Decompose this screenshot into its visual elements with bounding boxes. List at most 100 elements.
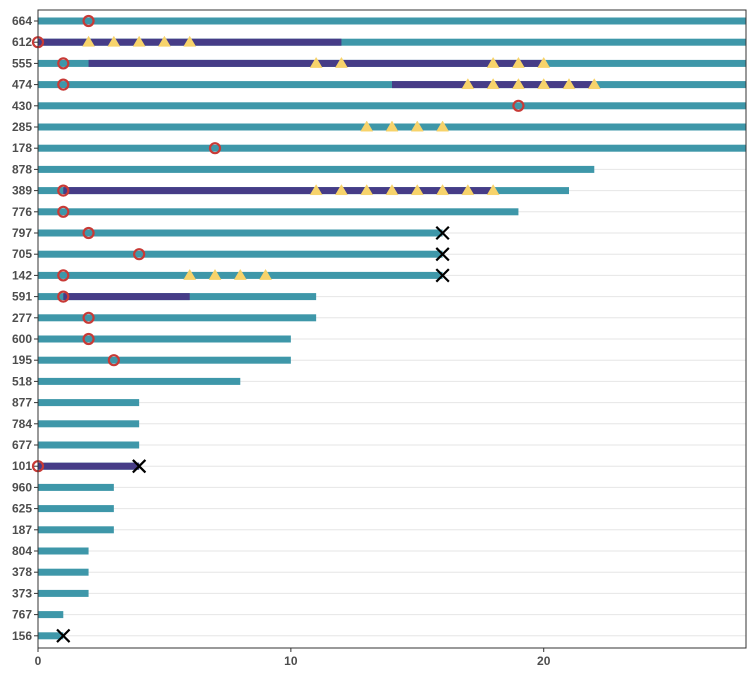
triangle-marker-474-0 (461, 78, 475, 90)
bar-373 (38, 589, 89, 597)
triangle-marker-142-1 (208, 268, 222, 280)
overlay-591 (63, 293, 190, 301)
triangle-marker-612-1 (107, 35, 121, 47)
circle-marker-277 (82, 311, 95, 324)
triangle-marker-285-2 (410, 120, 424, 132)
bar-612 (38, 38, 746, 46)
circle-marker-142 (57, 269, 70, 282)
y-tick-label-178: 178 (12, 141, 32, 155)
bar-797 (38, 229, 443, 237)
circle-marker-474 (57, 78, 70, 91)
duration-bars (38, 17, 746, 640)
circle-marker-664 (82, 14, 95, 28)
bar-430 (38, 102, 746, 110)
triangle-marker-555-4 (537, 56, 551, 68)
y-tick-label-767: 767 (12, 608, 32, 622)
triangle-marker-389-2 (360, 184, 374, 196)
cross-marker-705 (435, 247, 450, 262)
y-tick-label-600: 600 (12, 332, 32, 346)
x-tick-labels: 0 10 20 (35, 648, 551, 668)
bar-877 (38, 399, 140, 407)
circle-marker-195 (107, 354, 120, 367)
bar-156 (38, 632, 64, 640)
y-tick-label-804: 804 (12, 544, 32, 558)
triangle-marker-474-5 (587, 78, 601, 90)
y-tick-label-285: 285 (12, 120, 32, 134)
event-markers (31, 14, 601, 643)
triangle-marker-474-4 (562, 78, 576, 90)
triangle-marker-389-4 (410, 184, 424, 196)
bar-600 (38, 335, 291, 343)
triangle-marker-612-0 (82, 35, 96, 47)
y-tick-label-612: 612 (12, 35, 32, 49)
bar-878 (38, 165, 595, 173)
y-tick-label-877: 877 (12, 396, 32, 410)
bar-277 (38, 314, 317, 322)
bar-195 (38, 356, 291, 364)
triangle-marker-142-3 (259, 268, 273, 280)
triangle-marker-389-3 (385, 184, 399, 196)
triangle-marker-389-6 (461, 184, 475, 196)
triangle-marker-612-3 (157, 35, 171, 47)
triangle-marker-555-0 (309, 56, 323, 68)
triangle-marker-389-7 (486, 184, 500, 196)
bar-677 (38, 441, 140, 449)
circle-marker-555 (57, 57, 70, 70)
bar-784 (38, 420, 140, 428)
circle-marker-600 (82, 332, 95, 346)
plot-frame (37, 9, 747, 649)
y-tick-label-797: 797 (12, 226, 32, 240)
overlay-101 (38, 462, 140, 470)
circle-marker-430 (512, 99, 525, 112)
y-tick-label-195: 195 (12, 353, 32, 367)
triangle-marker-285-1 (385, 120, 399, 132)
y-tick-label-878: 878 (12, 162, 32, 176)
triangle-marker-555-3 (511, 56, 525, 68)
triangle-marker-612-4 (183, 35, 197, 47)
y-tick-label-776: 776 (12, 205, 32, 219)
bar-664 (38, 17, 746, 25)
bar-187 (38, 526, 114, 534)
triangle-marker-142-0 (183, 268, 197, 280)
cross-marker-156 (56, 628, 71, 643)
triangle-marker-389-0 (309, 184, 323, 196)
bar-518 (38, 377, 241, 385)
y-tick-label-430: 430 (12, 99, 32, 113)
y-tick-label-156: 156 (12, 629, 32, 643)
triangle-marker-389-1 (334, 184, 348, 196)
grid-lines (38, 20, 746, 637)
y-tick-label-101: 101 (12, 459, 32, 473)
circle-marker-797 (82, 226, 95, 240)
cross-marker-142 (435, 268, 450, 283)
triangle-marker-142-2 (233, 268, 247, 280)
bar-378 (38, 568, 89, 576)
circle-marker-705 (133, 248, 146, 261)
y-tick-label-142: 142 (12, 268, 32, 282)
triangle-marker-474-2 (511, 78, 525, 90)
circle-marker-178 (208, 142, 222, 155)
y-tick-label-518: 518 (12, 374, 32, 388)
overlay-389 (63, 187, 494, 195)
y-tick-label-960: 960 (12, 480, 32, 494)
triangle-marker-555-1 (334, 56, 348, 68)
cross-marker-101 (132, 459, 147, 474)
triangle-marker-612-2 (132, 35, 146, 47)
y-tick-label-474: 474 (12, 78, 32, 92)
triangle-marker-285-0 (360, 120, 374, 132)
y-tick-label-784: 784 (12, 417, 32, 431)
bar-705 (38, 250, 443, 258)
y-tick-label-373: 373 (12, 586, 32, 600)
y-tick-label-664: 664 (12, 14, 32, 28)
cross-marker-797 (435, 225, 450, 241)
triangle-marker-474-1 (486, 78, 500, 90)
y-tick-label-555: 555 (12, 56, 32, 70)
circle-marker-776 (57, 205, 70, 218)
y-tick-label-378: 378 (12, 565, 32, 579)
y-tick-label-187: 187 (12, 523, 32, 537)
x-tick-label-0: 0 (35, 654, 42, 668)
x-tick-label-20: 20 (537, 654, 551, 668)
triangle-marker-555-2 (486, 56, 500, 68)
triangle-marker-285-3 (436, 120, 450, 132)
y-tick-label-705: 705 (12, 247, 32, 261)
